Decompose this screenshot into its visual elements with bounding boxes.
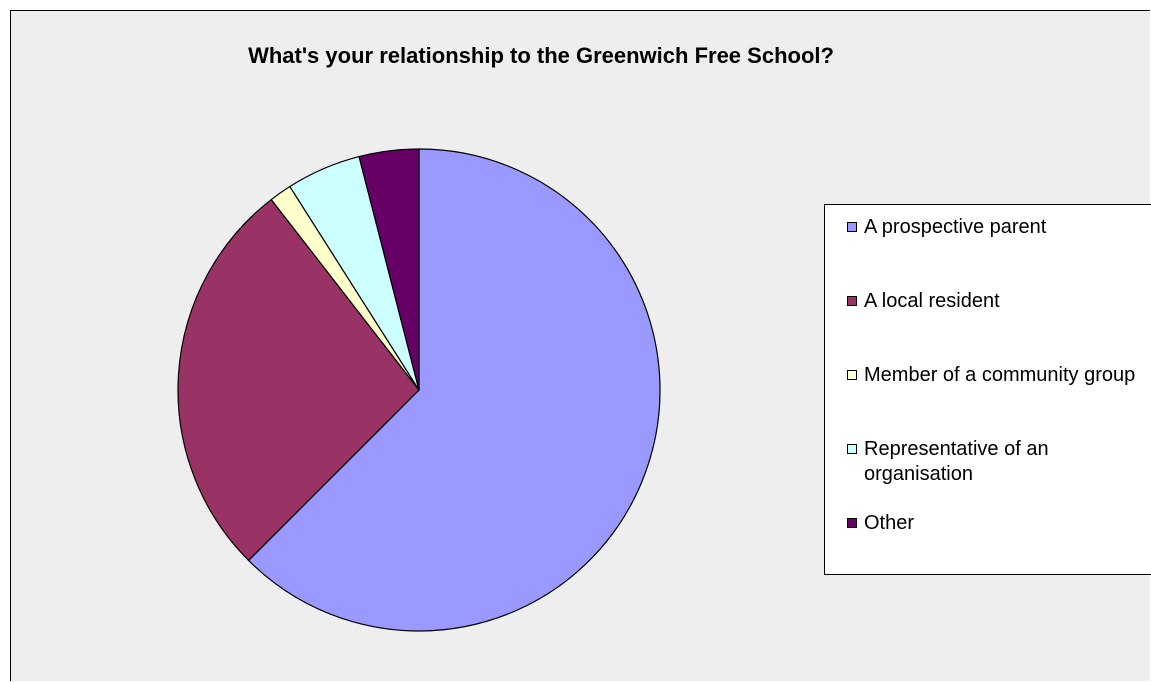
legend-swatch: [847, 444, 857, 454]
legend-label: Other: [864, 512, 915, 534]
legend-label: A prospective parent: [864, 216, 1047, 238]
legend-item-community-group: Member of a community group: [847, 363, 1147, 388]
legend: A prospective parent A local resident Memb…: [824, 204, 1151, 575]
legend-item-prospective-parent: A prospective parent: [847, 215, 1147, 240]
legend-item-local-resident: A local resident: [847, 289, 1147, 314]
legend-swatch: [847, 222, 857, 232]
legend-item-other: Other: [847, 511, 1147, 536]
legend-swatch: [847, 296, 857, 306]
pie-slice-other: [358, 148, 420, 391]
pie-slice-local-resident: [177, 198, 420, 562]
chart-title: What's your relationship to the Greenwic…: [248, 43, 834, 68]
legend-swatch: [847, 518, 857, 528]
legend-label: Representative of an organisation: [864, 438, 1049, 485]
legend-label: A local resident: [864, 290, 1000, 312]
pie-chart: [177, 148, 661, 632]
legend-swatch: [847, 370, 857, 380]
chart-area: What's your relationship to the Greenwic…: [10, 10, 1151, 681]
legend-label: Member of a community group: [864, 364, 1136, 386]
pie-slice-prospective-parent: [247, 148, 661, 632]
legend-item-organisation: Representative of an organisation: [847, 437, 1147, 487]
